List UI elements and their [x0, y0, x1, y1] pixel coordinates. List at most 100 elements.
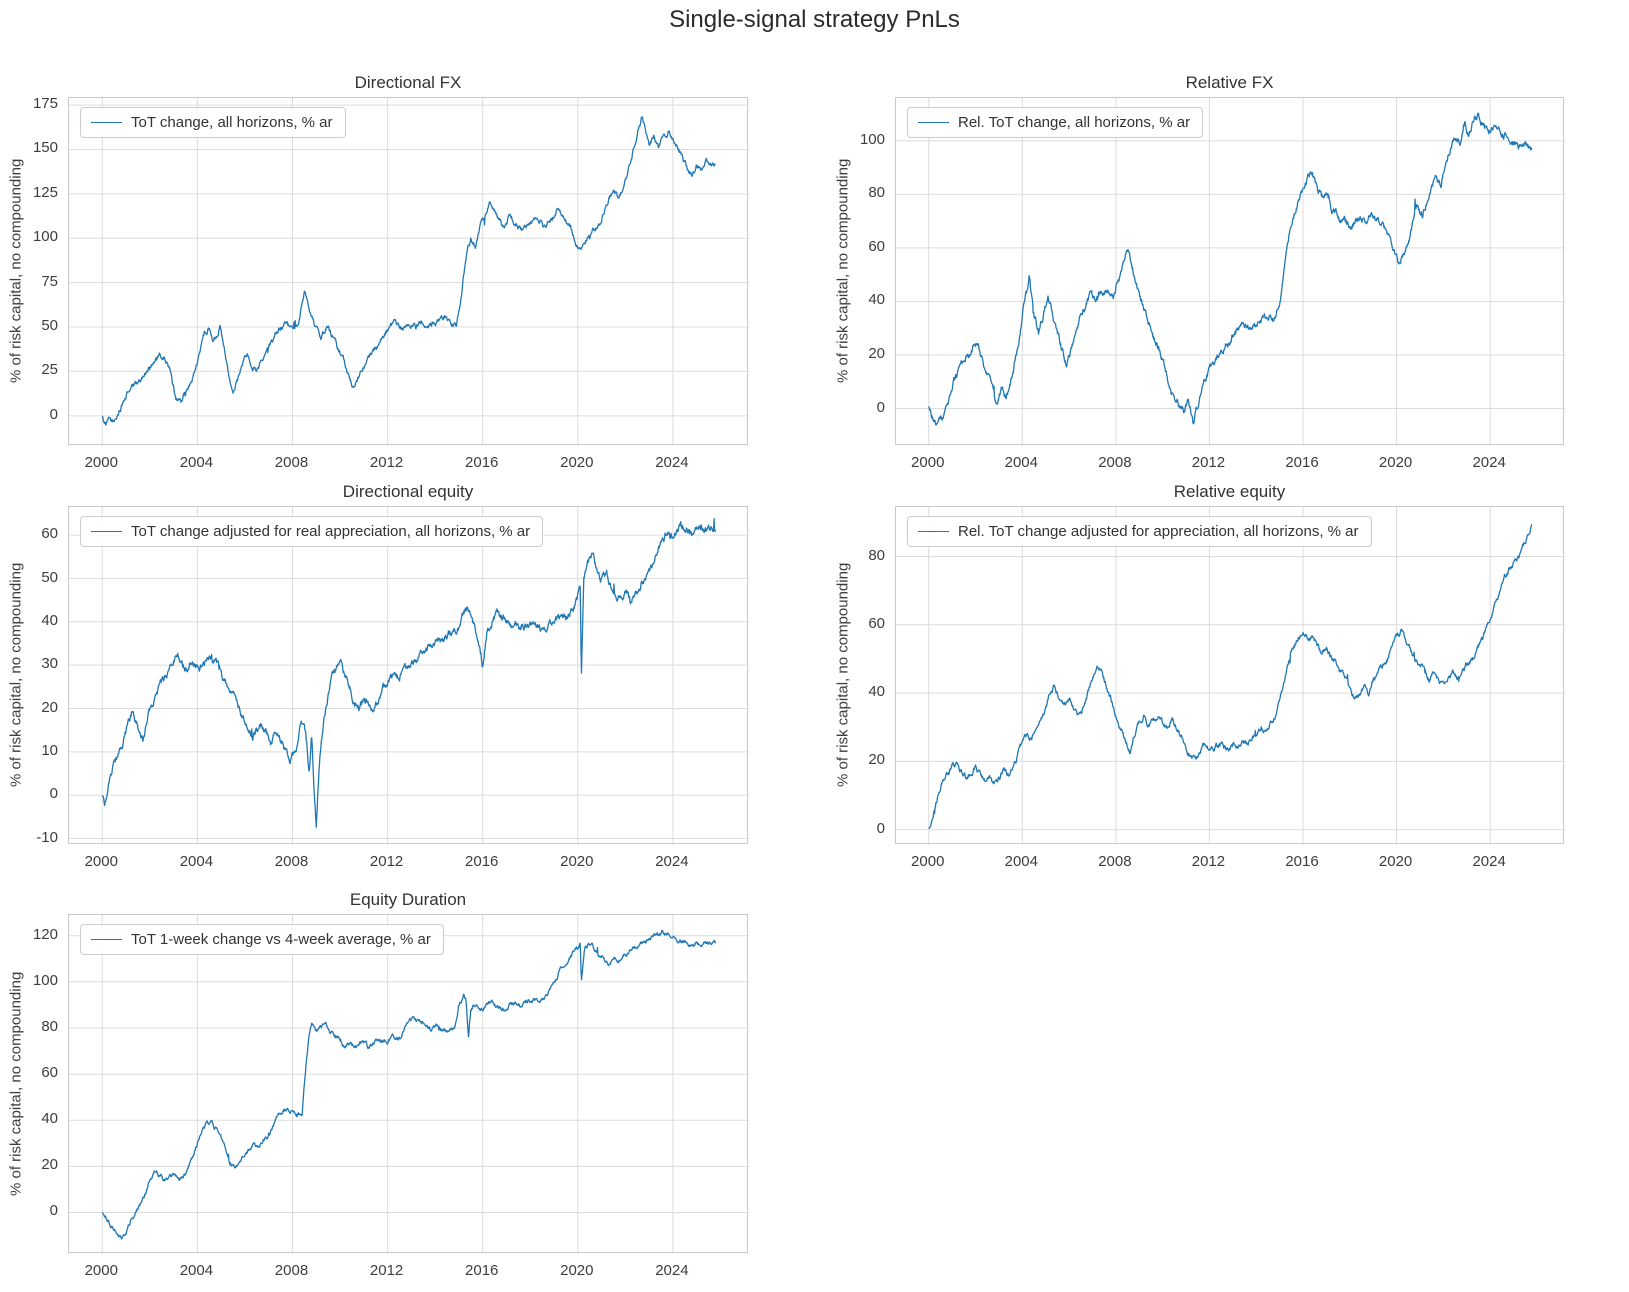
x-tick-label: 2012 [369, 853, 404, 870]
series-line [928, 112, 1533, 426]
x-tick-label: 2012 [369, 1262, 404, 1279]
y-tick-label: 0 [49, 785, 58, 803]
y-axis-label: % of risk capital, no compounding [834, 158, 852, 384]
y-tick-label: 20 [868, 344, 885, 362]
legend: Rel. ToT change adjusted for appreciatio… [907, 516, 1372, 547]
y-tick-label: 0 [49, 405, 58, 423]
legend-label: Rel. ToT change, all horizons, % ar [958, 114, 1191, 131]
y-tick-label: 75 [41, 272, 58, 290]
y-tick-label: 20 [41, 698, 58, 716]
figure-title: Single-signal strategy PnLs [669, 6, 960, 33]
x-tick-label: 2004 [1004, 454, 1038, 471]
plot-area: ToT 1-week change vs 4-week average, % a… [68, 914, 749, 1254]
legend-line-sample [91, 531, 122, 532]
x-tick-label: 2020 [560, 454, 594, 471]
plot-title: Relative FX [1185, 73, 1274, 92]
x-tick-label: 2004 [179, 853, 214, 870]
x-tick-label: 2016 [465, 853, 499, 870]
y-tick-label: 25 [41, 361, 58, 379]
y-tick-label: 0 [49, 1202, 58, 1220]
y-tick-label: 175 [32, 95, 58, 113]
plot-title: Relative equity [1173, 482, 1286, 501]
y-tick-label: 60 [41, 1064, 58, 1082]
legend-line-sample [91, 122, 122, 123]
y-tick-label: 0 [876, 398, 885, 416]
plot-area: Rel. ToT change adjusted for appreciatio… [895, 506, 1565, 845]
plot-title: Equity Duration [349, 890, 467, 909]
legend-label: Rel. ToT change adjusted for appreciatio… [958, 523, 1359, 540]
x-tick-label: 2004 [179, 1262, 214, 1279]
series-line [102, 929, 717, 1240]
x-tick-label: 2020 [1378, 853, 1413, 870]
x-tick-label: 2012 [369, 454, 404, 471]
x-tick-label: 2016 [1285, 454, 1319, 471]
y-tick-label: 125 [32, 183, 58, 201]
x-tick-label: 2024 [1472, 454, 1506, 471]
x-tick-label: 2024 [655, 853, 689, 870]
plot-area: ToT change, all horizons, % ar [68, 97, 749, 446]
y-tick-label: 100 [32, 971, 58, 989]
plot-area: ToT change adjusted for real appreciatio… [68, 506, 749, 845]
series-line [101, 116, 716, 426]
y-tick-label: 80 [868, 184, 885, 202]
y-tick-label: 100 [859, 130, 885, 148]
y-tick-label: 40 [41, 611, 58, 629]
plot-canvas [69, 507, 749, 845]
legend-label: ToT change, all horizons, % ar [131, 114, 333, 131]
y-tick-label: 20 [868, 751, 885, 769]
x-tick-label: 2008 [274, 853, 309, 870]
y-tick-label: 60 [868, 614, 885, 632]
legend: ToT 1-week change vs 4-week average, % a… [80, 924, 444, 955]
x-tick-label: 2008 [274, 454, 309, 471]
plot-title: Directional equity [342, 482, 474, 501]
y-tick-label: 50 [41, 317, 58, 335]
y-tick-label: 20 [41, 1156, 58, 1174]
y-tick-label: 150 [32, 139, 58, 157]
y-tick-label: 80 [41, 1018, 58, 1035]
series-line [101, 518, 717, 828]
y-tick-label: 100 [32, 228, 58, 246]
x-tick-label: 2012 [1191, 853, 1226, 870]
y-tick-label: 0 [876, 819, 885, 837]
x-tick-label: 2004 [179, 454, 214, 471]
x-tick-label: 2004 [1004, 853, 1038, 870]
legend: Rel. ToT change, all horizons, % ar [907, 107, 1204, 138]
x-tick-label: 2024 [655, 454, 689, 471]
x-tick-label: 2000 [84, 454, 118, 471]
y-tick-label: -10 [36, 828, 58, 846]
y-tick-label: 60 [868, 237, 885, 255]
y-tick-label: 120 [32, 925, 58, 943]
legend-line-sample [91, 939, 122, 940]
x-tick-label: 2008 [274, 1262, 309, 1279]
x-tick-label: 2020 [560, 853, 594, 870]
x-tick-label: 2016 [465, 454, 499, 471]
x-tick-label: 2020 [1378, 454, 1413, 471]
legend-line-sample [918, 531, 949, 532]
legend-line-sample [918, 122, 949, 123]
plot-canvas [896, 98, 1565, 446]
plot-canvas [896, 507, 1565, 845]
y-tick-label: 40 [868, 683, 885, 701]
x-tick-label: 2016 [465, 1262, 499, 1279]
plot-title: Directional FX [354, 73, 462, 92]
plot-canvas [69, 915, 749, 1254]
y-tick-label: 40 [41, 1110, 58, 1128]
series-line [928, 523, 1533, 829]
y-tick-label: 10 [41, 741, 58, 759]
x-tick-label: 2024 [655, 1262, 689, 1279]
legend-label: ToT 1-week change vs 4-week average, % a… [131, 931, 431, 948]
y-tick-label: 60 [41, 525, 58, 543]
x-tick-label: 2016 [1285, 853, 1319, 870]
x-tick-label: 2008 [1098, 853, 1132, 870]
x-tick-label: 2000 [911, 853, 945, 870]
x-tick-label: 2000 [84, 853, 118, 870]
x-tick-label: 2020 [560, 1262, 594, 1279]
plot-area: Rel. ToT change, all horizons, % ar [895, 97, 1565, 446]
y-tick-label: 80 [868, 546, 885, 564]
y-tick-label: 40 [868, 291, 885, 309]
legend: ToT change adjusted for real appreciatio… [80, 516, 544, 547]
legend-label: ToT change adjusted for real appreciatio… [131, 523, 531, 540]
y-tick-label: 30 [41, 655, 58, 673]
legend: ToT change, all horizons, % ar [80, 107, 346, 138]
